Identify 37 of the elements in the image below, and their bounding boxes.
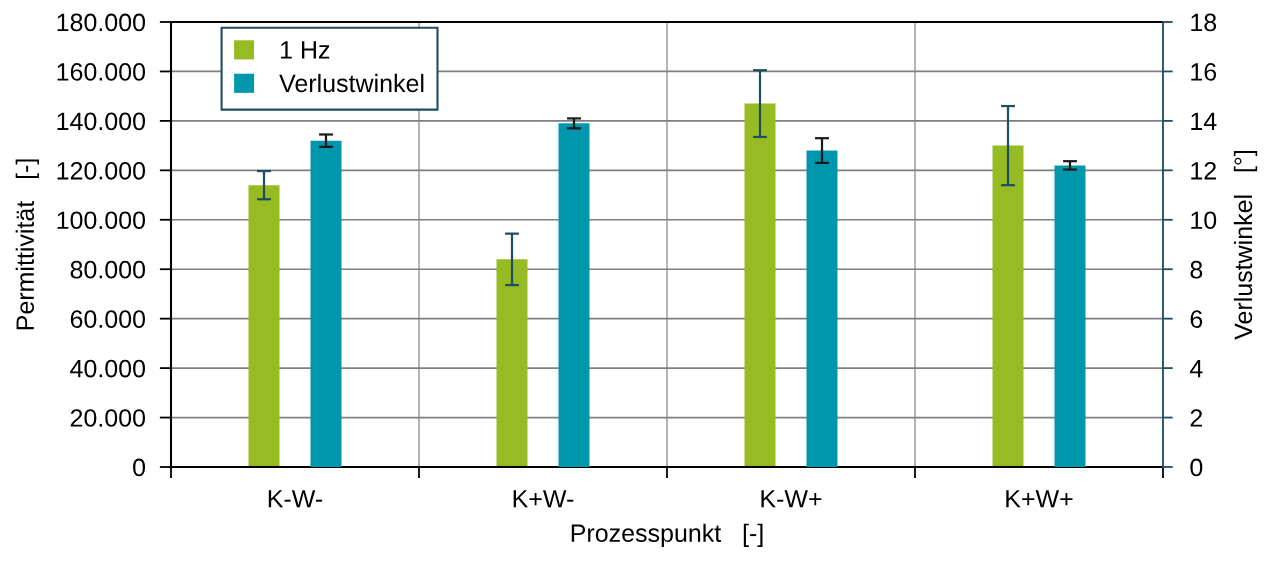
y2-tick-label: 16 bbox=[1191, 63, 1217, 81]
legend-label: Verlustwinkel bbox=[279, 73, 424, 93]
legend-label: 1 Hz bbox=[281, 41, 330, 59]
y2-tick-label: 12 bbox=[1191, 161, 1216, 180]
bar bbox=[496, 259, 528, 467]
bar bbox=[1054, 165, 1086, 467]
y-tick-label: 160.000 bbox=[57, 63, 146, 81]
x-tick-label: K-W+ bbox=[761, 490, 822, 508]
y-tick-label: 100.000 bbox=[57, 211, 146, 230]
x-tick-label: K+W+ bbox=[1006, 490, 1073, 508]
y-tick-label: 180.000 bbox=[57, 13, 146, 32]
y2-tick-label: 18 bbox=[1191, 13, 1217, 32]
y2-axis-title: Verlustwinkel [°] bbox=[1233, 150, 1258, 340]
y2-tick-label: 6 bbox=[1190, 310, 1203, 328]
y2-tick-label: 10 bbox=[1191, 211, 1217, 230]
x-tick-label: K+W- bbox=[513, 490, 574, 508]
y-tick-label: 140.000 bbox=[57, 112, 146, 131]
bar bbox=[992, 145, 1024, 467]
bar bbox=[806, 150, 838, 467]
bar bbox=[558, 123, 590, 467]
x-axis-title: Prozesspunkt [-] bbox=[571, 523, 763, 547]
bar bbox=[310, 140, 342, 467]
y-axis-title: Permittivität [-] bbox=[15, 159, 39, 330]
y-tick-label: 40.000 bbox=[70, 359, 146, 378]
y2-tick-label: 14 bbox=[1191, 112, 1217, 130]
bar bbox=[248, 185, 280, 467]
y2-tick-label: 4 bbox=[1189, 359, 1203, 378]
y-tick-label: 80.000 bbox=[70, 260, 146, 279]
bar bbox=[744, 103, 776, 467]
y2-tick-label: 8 bbox=[1190, 260, 1203, 279]
y-tick-label: 20.000 bbox=[70, 409, 146, 427]
y2-tick-label: 0 bbox=[1190, 458, 1203, 477]
y-tick-label: 0 bbox=[133, 458, 146, 477]
y-tick-label: 120.000 bbox=[57, 161, 146, 180]
y-tick-label: 60.000 bbox=[70, 310, 146, 328]
x-tick-label: K-W- bbox=[268, 490, 323, 508]
y2-tick-label: 2 bbox=[1190, 409, 1203, 427]
